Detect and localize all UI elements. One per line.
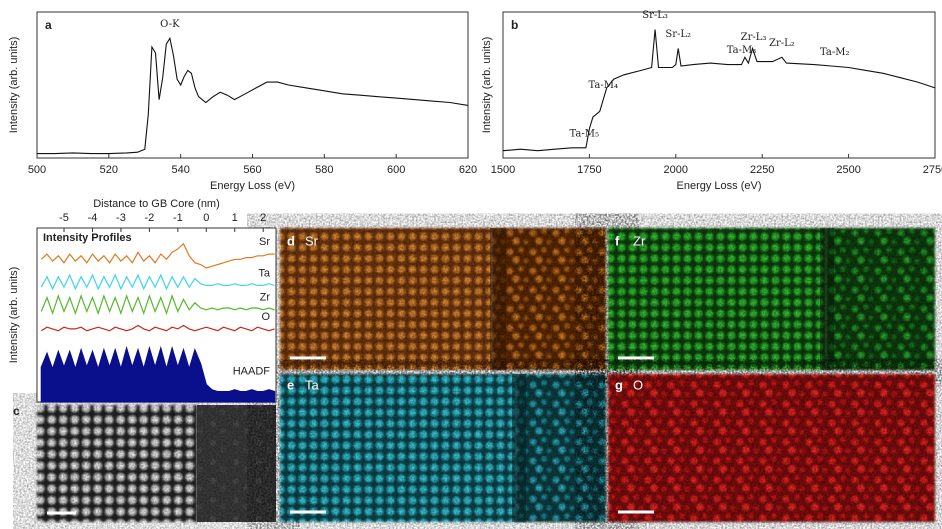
profile-line (40, 273, 275, 291)
y-axis-label: Intensity (arb. units) (8, 37, 20, 134)
element-label: Zr (633, 233, 646, 248)
y-axis-label: Intensity (arb. units) (8, 267, 20, 364)
edge-annotation: Sr-L₃ (642, 10, 668, 21)
x-tick-label: 560 (243, 164, 261, 176)
panel-label: e (287, 377, 294, 392)
plot-frame (502, 11, 936, 159)
panel-label: a (45, 18, 52, 32)
x-tick-label: 500 (28, 164, 46, 176)
profile-line (40, 242, 275, 269)
edge-annotation: Zr-L₂ (769, 38, 795, 49)
spectrum-line (37, 36, 469, 155)
panel-label: c (13, 404, 20, 418)
edge-annotation: Ta-M₂ (820, 47, 849, 58)
plot-frame (36, 11, 469, 159)
x-tick-label: 2250 (750, 164, 774, 176)
x-tick-label: 1750 (577, 164, 601, 176)
series-label: Ta (258, 267, 271, 279)
series-label: HAADF (233, 365, 271, 377)
series-label: Sr (259, 236, 270, 248)
element-label: Sr (305, 233, 319, 248)
x-tick-label: 520 (100, 164, 118, 176)
x-tick-label: 580 (315, 164, 333, 176)
sr-map: d Sr (280, 228, 606, 370)
element-label: O (633, 377, 643, 392)
x-tick-label: 600 (387, 164, 405, 176)
x-tick-label: -5 (59, 212, 69, 224)
panel-label: d (287, 233, 295, 248)
x-axis-label: Energy Loss (eV) (210, 180, 295, 192)
edge-annotation: Sr-L₂ (665, 29, 691, 40)
x-tick-label: 540 (171, 164, 189, 176)
profile-title: Intensity Profiles (43, 232, 132, 244)
edge-annotation: Ta-M₅ (569, 128, 598, 139)
x-tick-label: -4 (88, 212, 98, 224)
o-map: g O (608, 374, 935, 522)
edge-annotation: Ta-M₄ (588, 80, 617, 91)
x-tick-label: -3 (116, 212, 126, 224)
spectrum-line (502, 29, 936, 152)
y-axis-label: Intensity (arb. units) (481, 37, 493, 134)
x-tick-label: 620 (459, 164, 477, 176)
panel-label: b (511, 18, 518, 32)
x-tick-label: 2 (260, 212, 266, 224)
edge-annotation: Ta-M₃ (727, 45, 756, 56)
x-axis-label: Distance to GB Core (nm) (93, 198, 220, 210)
edge-annotation: Zr-L₃ (741, 32, 767, 43)
panel-label: g (615, 377, 623, 392)
series-label: O (261, 311, 270, 323)
edge-annotation: O-K (160, 19, 180, 30)
haadf-image: c (13, 404, 276, 522)
panel-label: f (615, 233, 620, 248)
x-tick-label: -1 (173, 212, 183, 224)
x-tick-label: 1 (232, 212, 238, 224)
x-axis-label: Energy Loss (eV) (677, 180, 762, 192)
x-tick-label: 0 (203, 212, 209, 224)
x-tick-label: -2 (144, 212, 154, 224)
zr-map: f Zr (608, 228, 935, 370)
ta-map: e Ta (280, 374, 606, 522)
x-tick-label: 1500 (491, 164, 515, 176)
x-tick-label: 2000 (664, 164, 688, 176)
profile-area (40, 345, 276, 403)
x-tick-label: 2750 (923, 164, 942, 176)
x-tick-label: 2500 (836, 164, 860, 176)
profile-line (40, 324, 275, 332)
element-label: Ta (305, 377, 320, 392)
profile-line (40, 294, 275, 316)
series-label: Zr (260, 292, 271, 304)
